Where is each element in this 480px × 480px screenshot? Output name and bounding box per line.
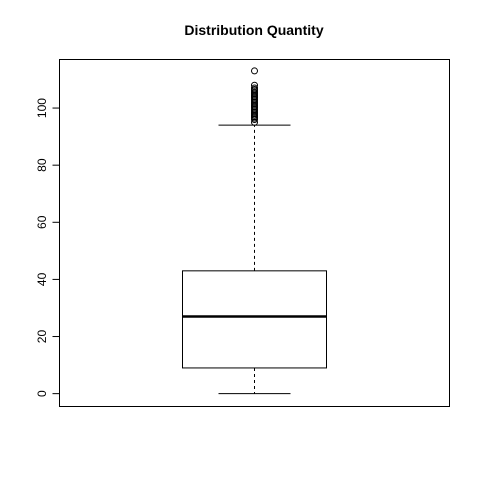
outlier-point: [251, 81, 258, 89]
y-tick-label: 80: [35, 158, 49, 172]
interquartile-box: [182, 270, 327, 369]
outliers: [251, 67, 258, 126]
y-tick-label: 40: [35, 272, 49, 286]
y-tick-label: 100: [35, 98, 49, 118]
chart-title: Distribution Quantity: [184, 22, 323, 38]
y-tick-label: 60: [35, 215, 49, 229]
y-tick-label: 0: [35, 390, 49, 397]
outlier-point: [251, 67, 258, 75]
outlier-point: [251, 84, 258, 92]
y-tick-label: 20: [35, 330, 49, 344]
box-plot: [182, 124, 327, 395]
y-axis: 0 20 40 60 80 100: [35, 98, 60, 397]
